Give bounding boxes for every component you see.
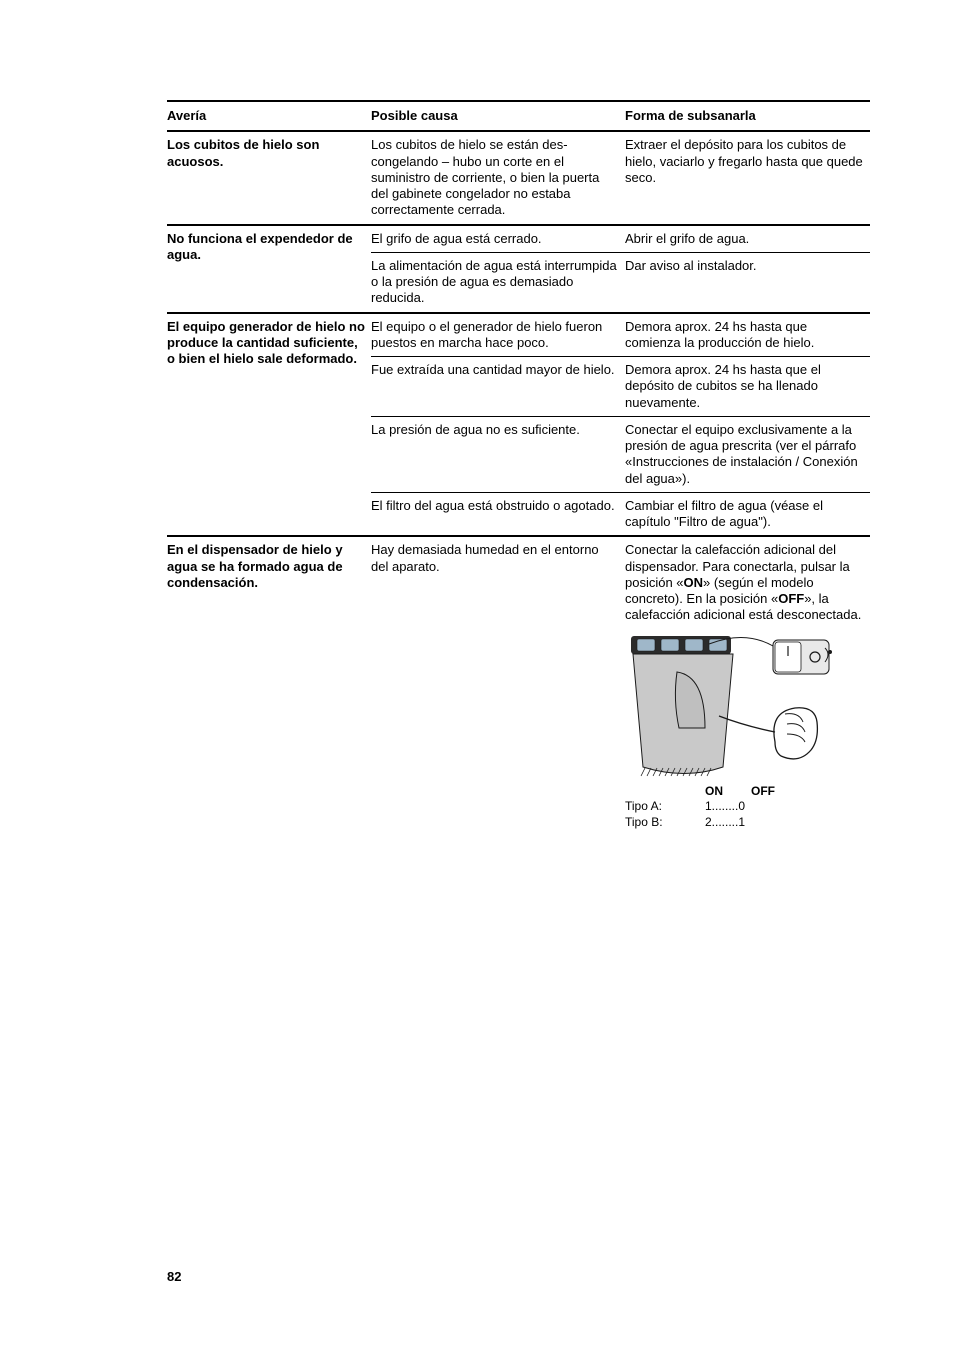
fix-cell: Abrir el grifo de agua. [625, 225, 870, 253]
cause-cell: La alimentación de agua está interrumpid… [371, 252, 625, 312]
cause-cell: Los cubitos de hielo se están des-congel… [371, 131, 625, 224]
cause-cell: El grifo de agua está cerrado. [371, 225, 625, 253]
cause-cell: Fue extraída una cantidad mayor de hielo… [371, 357, 625, 417]
legend-on: ON [705, 784, 751, 800]
col-header-cause: Posible causa [371, 101, 625, 131]
fix-text: Conectar la calefacción adicional del di… [625, 542, 861, 622]
fix-cell: Demora aprox. 24 hs hasta que el depósit… [625, 357, 870, 417]
fault-cell: En el dispensador de hielo y agua se ha … [167, 536, 371, 835]
legend-value: 1........0 [705, 799, 765, 815]
page-number: 82 [167, 1269, 181, 1284]
cause-cell: El filtro del agua está obstruido o agot… [371, 492, 625, 536]
fix-cell: Extraer el depósito para los cubitos de … [625, 131, 870, 224]
fix-cell: Conectar la calefacción adicional del di… [625, 536, 870, 835]
legend-value: 2........1 [705, 815, 765, 831]
col-header-fix: Forma de subsanarla [625, 101, 870, 131]
fix-cell: Cambiar el filtro de agua (véase el capí… [625, 492, 870, 536]
fault-cell: El equipo generador de hielo no produce … [167, 313, 371, 537]
legend-label: Tipo B: [625, 815, 705, 831]
fault-cell: Los cubitos de hielo son acuosos. [167, 131, 371, 224]
cause-cell: La presión de agua no es suficiente. [371, 416, 625, 492]
fault-table: Avería Posible causa Forma de subsanarla… [167, 100, 870, 835]
dispenser-illustration-icon [625, 632, 845, 782]
fix-cell: Conectar el equipo exclusivamente a la p… [625, 416, 870, 492]
cause-cell: El equipo o el generador de hielo fueron… [371, 313, 625, 357]
fix-cell: Demora aprox. 24 hs hasta que comienza l… [625, 313, 870, 357]
legend-off: OFF [751, 784, 797, 800]
cause-cell: Hay demasiada humedad en el entorno del … [371, 536, 625, 835]
dispenser-figure: ON OFF Tipo A: 1........0 Tipo B: 2.....… [625, 632, 864, 831]
switch-legend: ON OFF Tipo A: 1........0 Tipo B: 2.....… [625, 784, 864, 831]
legend-label: Tipo A: [625, 799, 705, 815]
col-header-fault: Avería [167, 101, 371, 131]
fault-cell: No funciona el expendedor de agua. [167, 225, 371, 313]
fix-cell: Dar aviso al instalador. [625, 252, 870, 312]
